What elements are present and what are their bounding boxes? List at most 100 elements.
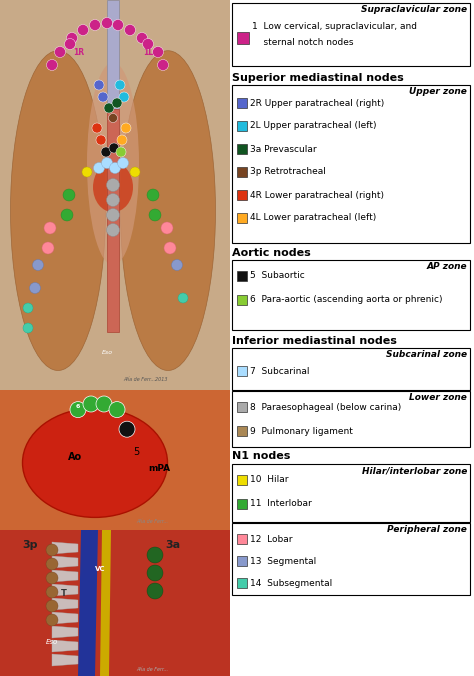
Polygon shape (52, 640, 78, 652)
Circle shape (93, 162, 104, 174)
Text: 6  Para-aortic (ascending aorta or phrenic): 6 Para-aortic (ascending aorta or phreni… (250, 295, 443, 304)
Polygon shape (52, 626, 78, 638)
Text: AP zone: AP zone (427, 262, 467, 271)
Circle shape (112, 98, 122, 108)
Circle shape (178, 293, 188, 303)
Circle shape (46, 544, 58, 556)
Circle shape (147, 583, 163, 599)
FancyBboxPatch shape (232, 464, 470, 522)
FancyBboxPatch shape (232, 85, 470, 243)
Circle shape (112, 20, 124, 30)
Circle shape (44, 222, 56, 234)
Text: VC: VC (95, 566, 105, 572)
Text: 3p: 3p (22, 539, 37, 550)
Circle shape (46, 59, 57, 70)
Circle shape (130, 167, 140, 177)
Circle shape (94, 80, 104, 90)
Text: 11  Interlobar: 11 Interlobar (250, 500, 312, 508)
Polygon shape (52, 556, 78, 568)
Circle shape (149, 209, 161, 221)
Polygon shape (100, 530, 111, 676)
Circle shape (64, 39, 75, 49)
Circle shape (107, 208, 119, 222)
Text: Subcarinal zone: Subcarinal zone (386, 350, 467, 359)
FancyBboxPatch shape (232, 391, 470, 447)
FancyBboxPatch shape (0, 530, 230, 676)
Polygon shape (52, 584, 78, 596)
Circle shape (61, 209, 73, 221)
FancyBboxPatch shape (237, 98, 247, 108)
Circle shape (46, 558, 58, 570)
FancyBboxPatch shape (237, 271, 247, 281)
Circle shape (153, 47, 164, 57)
FancyBboxPatch shape (0, 0, 230, 390)
Text: Peripheral zone: Peripheral zone (387, 525, 467, 534)
FancyBboxPatch shape (237, 213, 247, 223)
Circle shape (107, 178, 119, 191)
Ellipse shape (22, 408, 167, 517)
Circle shape (29, 283, 40, 293)
Circle shape (109, 402, 125, 418)
Circle shape (96, 396, 112, 412)
FancyBboxPatch shape (107, 0, 119, 110)
Circle shape (70, 402, 86, 418)
Circle shape (107, 224, 119, 237)
Circle shape (172, 260, 182, 270)
Text: 5  Subaortic: 5 Subaortic (250, 272, 305, 281)
Circle shape (109, 162, 120, 174)
Circle shape (23, 323, 33, 333)
FancyBboxPatch shape (237, 167, 247, 177)
Text: 2L Upper paratracheal (left): 2L Upper paratracheal (left) (250, 122, 376, 130)
Polygon shape (52, 542, 78, 554)
Circle shape (119, 421, 135, 437)
Ellipse shape (10, 51, 106, 370)
Circle shape (101, 158, 112, 168)
FancyBboxPatch shape (237, 144, 247, 154)
Circle shape (23, 303, 33, 313)
Circle shape (125, 24, 136, 36)
Text: 4R Lower paratracheal (right): 4R Lower paratracheal (right) (250, 191, 384, 199)
Circle shape (119, 92, 129, 102)
FancyBboxPatch shape (237, 402, 247, 412)
FancyBboxPatch shape (232, 523, 470, 595)
Ellipse shape (120, 51, 216, 370)
Text: Hilar/interlobar zone: Hilar/interlobar zone (362, 466, 467, 475)
Circle shape (147, 189, 159, 201)
Circle shape (118, 158, 128, 168)
FancyBboxPatch shape (0, 390, 230, 530)
FancyBboxPatch shape (237, 556, 247, 566)
Text: Ao: Ao (68, 452, 82, 462)
FancyBboxPatch shape (232, 3, 470, 66)
Text: Superior mediastinal nodes: Superior mediastinal nodes (232, 73, 404, 83)
FancyBboxPatch shape (232, 260, 470, 330)
FancyBboxPatch shape (237, 121, 247, 131)
Circle shape (137, 32, 147, 43)
Text: 3p Retrotracheal: 3p Retrotracheal (250, 168, 326, 176)
Polygon shape (52, 612, 78, 624)
FancyBboxPatch shape (107, 110, 119, 331)
Text: Lower zone: Lower zone (409, 393, 467, 402)
Circle shape (143, 39, 154, 49)
FancyBboxPatch shape (237, 426, 247, 436)
Text: Alía de Ferr...: Alía de Ferr... (136, 667, 168, 672)
Circle shape (42, 242, 54, 254)
FancyBboxPatch shape (237, 366, 247, 376)
FancyBboxPatch shape (237, 578, 247, 588)
Circle shape (33, 260, 44, 270)
Circle shape (46, 614, 58, 626)
Text: 1  Low cervical, supraclavicular, and: 1 Low cervical, supraclavicular, and (252, 22, 417, 32)
Text: Aortic nodes: Aortic nodes (232, 248, 311, 258)
Text: 13  Segmental: 13 Segmental (250, 556, 316, 566)
Text: 3a: 3a (165, 539, 180, 550)
Ellipse shape (87, 62, 139, 265)
Text: 5: 5 (133, 447, 139, 456)
Circle shape (109, 143, 119, 153)
FancyBboxPatch shape (237, 190, 247, 200)
Text: Upper zone: Upper zone (409, 87, 467, 96)
Text: 3a Prevascular: 3a Prevascular (250, 145, 317, 153)
Text: 10  Hilar: 10 Hilar (250, 475, 289, 485)
Text: 6: 6 (76, 404, 80, 409)
Polygon shape (52, 598, 78, 610)
Circle shape (101, 18, 112, 28)
Circle shape (90, 20, 100, 30)
